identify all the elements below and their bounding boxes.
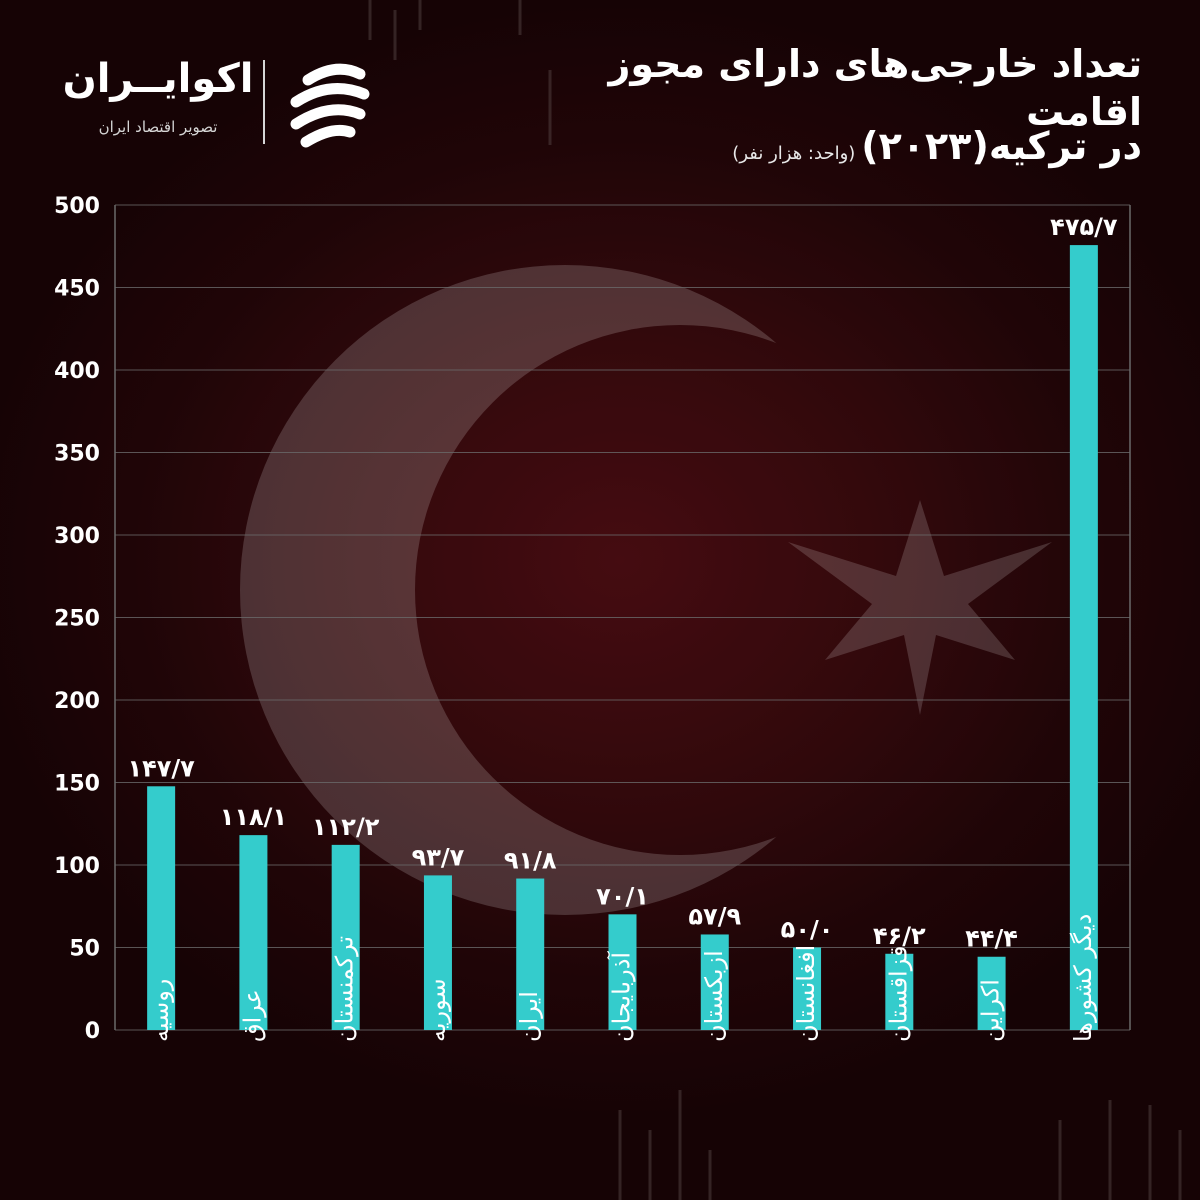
bar xyxy=(700,934,729,1030)
data-label: ۷۰/۱ xyxy=(596,882,649,910)
data-label: ۱۱۸/۱ xyxy=(220,803,287,831)
bar xyxy=(331,844,360,1030)
star-shape xyxy=(788,500,1052,715)
y-tick-label: 300 xyxy=(54,524,100,549)
data-label: ۴۶/۲ xyxy=(873,922,926,950)
category-label: افغانستان xyxy=(792,945,820,1042)
logo-name: اکوایــران xyxy=(62,56,254,102)
category-label: روسیه xyxy=(146,979,174,1042)
y-tick-label: 450 xyxy=(54,277,100,302)
data-label: ۹۱/۸ xyxy=(504,847,557,875)
bar xyxy=(147,786,176,1030)
logo-divider xyxy=(263,60,265,144)
bar xyxy=(793,947,822,1030)
y-tick-label: 500 xyxy=(54,194,100,219)
bar xyxy=(977,956,1006,1030)
category-label: اکراین xyxy=(977,979,1005,1042)
category-label: ازبکستان xyxy=(700,950,728,1042)
bar xyxy=(1069,245,1098,1031)
data-label: ۵۷/۹ xyxy=(688,902,741,930)
ecoiran-logo-icon xyxy=(290,63,370,148)
y-tick-label: 250 xyxy=(54,607,100,632)
y-tick-label: 50 xyxy=(69,937,100,962)
bar xyxy=(239,835,268,1030)
category-label: عراق xyxy=(238,989,266,1042)
data-label: ۴۷۵/۷ xyxy=(1050,213,1118,241)
data-label: ۵۰/۰ xyxy=(781,916,834,944)
y-tick-label: 350 xyxy=(54,442,100,467)
bar xyxy=(608,914,637,1030)
category-label: سوریه xyxy=(423,978,451,1042)
bar xyxy=(423,875,452,1030)
y-tick-label: 100 xyxy=(54,854,100,879)
ecoiran-logo: اکوایــران تصویر اقتصاد ایران xyxy=(58,52,388,152)
category-label: ایران xyxy=(515,991,543,1042)
category-label: قزاقستان xyxy=(884,946,912,1042)
data-label: ۹۳/۷ xyxy=(412,843,465,871)
chart-title: تعداد خارجی‌های دارای مجوز اقامت xyxy=(608,42,1142,134)
chart-title-year: در ترکیه(۲۰۲۳) xyxy=(861,124,1142,168)
data-label: ۱۴۷/۷ xyxy=(127,754,195,782)
chart-title-line2: در ترکیه(۲۰۲۳)(واحد: هزار نفر) xyxy=(732,124,1142,168)
logo-tagline: تصویر اقتصاد ایران xyxy=(98,118,218,136)
bar xyxy=(885,953,914,1030)
category-label: آذربایجان xyxy=(607,951,636,1042)
y-tick-label: 0 xyxy=(85,1019,100,1044)
y-tick-label: 200 xyxy=(54,689,100,714)
data-label: ۱۱۲/۲ xyxy=(312,813,380,841)
y-tick-label: 400 xyxy=(54,359,100,384)
chart-unit: (واحد: هزار نفر) xyxy=(732,143,856,164)
y-tick-label: 150 xyxy=(54,772,100,797)
data-label: ۴۴/۴ xyxy=(965,925,1018,953)
bar xyxy=(516,878,545,1030)
category-label: دیگر کشورها xyxy=(1069,914,1097,1042)
category-label: ترکمنستان xyxy=(331,936,359,1042)
